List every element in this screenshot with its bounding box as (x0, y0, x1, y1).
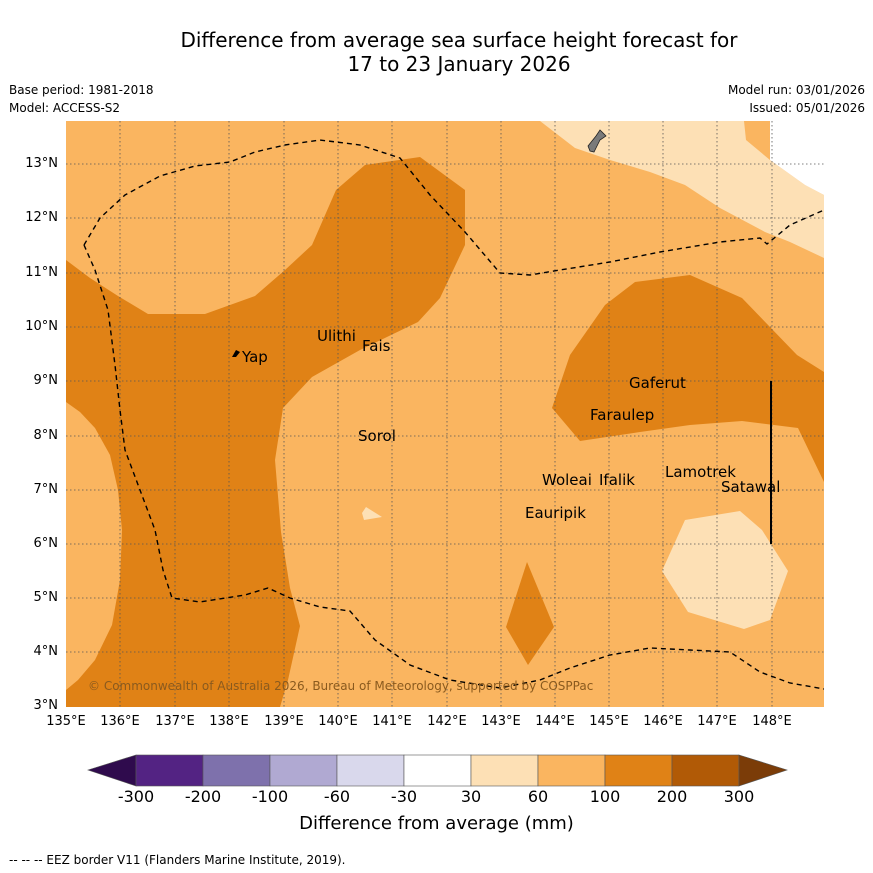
place-label-satawal: Satawal (721, 478, 781, 496)
colorbar-label-m100: -100 (251, 787, 289, 806)
lon-label-146e: 146°E (643, 714, 683, 729)
colorbar-label-m60: -60 (323, 787, 351, 806)
place-label-ifalik: Ifalik (599, 471, 635, 489)
colorbar-60-100 (537, 754, 606, 787)
lon-label-142e: 142°E (427, 714, 467, 729)
lon-label-145e: 145°E (589, 714, 629, 729)
title-line-2: 17 to 23 January 2026 (347, 52, 571, 76)
place-label-gaferut: Gaferut (629, 374, 686, 392)
contour-30-60-small-patch (362, 507, 382, 520)
colorbar-m200-m100 (202, 754, 271, 787)
base-period: Base period: 1981-2018 (9, 83, 154, 97)
lat-label-5n: 5°N (33, 590, 59, 605)
colorbar-label-m300: -300 (117, 787, 155, 806)
map-panel (66, 121, 824, 707)
colorbar-100-200 (604, 754, 673, 787)
colorbar-label-60: 60 (527, 787, 549, 806)
contour-100-200-east-blob (552, 275, 824, 482)
colorbar-label-100: 100 (589, 787, 621, 806)
place-label-faraulep: Faraulep (590, 406, 655, 424)
meta-right: Model run: 03/01/2026 Issued: 05/01/2026 (728, 81, 865, 117)
model-run: Model run: 03/01/2026 (727, 83, 865, 97)
colorbar-m60-m30 (336, 754, 405, 787)
place-label-lamotrek: Lamotrek (665, 463, 736, 481)
contour-near-zero-northeast (770, 121, 824, 195)
colorbar-label-m30: -30 (390, 787, 418, 806)
place-label-yap: Yap (242, 348, 268, 366)
lon-label-143e: 143°E (481, 714, 521, 729)
colorbar-title: Difference from average (mm) (299, 813, 574, 834)
lon-label-137e: 137°E (155, 714, 195, 729)
lat-label-13n: 13°N (25, 156, 58, 171)
lon-label-139e: 139°E (264, 714, 304, 729)
eez-border-line (83, 139, 824, 690)
yap-island (232, 350, 240, 357)
lon-label-136e: 136°E (100, 714, 140, 729)
lat-label-12n: 12°N (25, 210, 58, 225)
map-title: Difference from average sea surface heig… (0, 28, 873, 76)
issued-date: Issued: 05/01/2026 (749, 101, 865, 115)
lat-label-8n: 8°N (33, 428, 59, 443)
colorbar-m300-m200 (135, 754, 204, 787)
lon-label-141e: 141°E (372, 714, 412, 729)
colorbar-arrow-below-m300 (87, 754, 137, 787)
title-line-1: Difference from average sea surface heig… (180, 28, 738, 52)
place-label-fais: Fais (362, 337, 391, 355)
lon-label-148e: 148°E (752, 714, 792, 729)
guam-island (587, 129, 607, 153)
lon-label-135e: 135°E (46, 714, 86, 729)
colorbar-label-200: 200 (656, 787, 688, 806)
lat-label-4n: 4°N (33, 644, 59, 659)
colorbar-m30-30 (403, 754, 472, 787)
lon-label-140e: 140°E (318, 714, 358, 729)
lon-label-147e: 147°E (697, 714, 737, 729)
colorbar-m100-m60 (269, 754, 338, 787)
place-label-woleai: Woleai (542, 471, 592, 489)
place-label-eauripik: Eauripik (525, 504, 586, 522)
contour-30-60-east-patch (662, 511, 788, 629)
colorbar-30-60 (470, 754, 539, 787)
model-name: Model: ACCESS-S2 (9, 101, 121, 115)
place-label-sorol: Sorol (358, 427, 396, 445)
colorbar-200-300 (671, 754, 740, 787)
colorbar-label-m200: -200 (184, 787, 222, 806)
lat-label-3n: 3°N (33, 698, 59, 713)
place-label-ulithi: Ulithi (317, 327, 356, 345)
contour-30-60-northeast (540, 121, 824, 258)
colorbar-arrow-above-300 (738, 754, 788, 787)
contour-60-100-west-edge (66, 402, 122, 690)
contour-100-200-western-band (66, 157, 465, 707)
lat-label-10n: 10°N (25, 319, 58, 334)
colorbar (87, 754, 788, 787)
lat-label-7n: 7°N (33, 482, 59, 497)
colorbar-label-300: 300 (723, 787, 755, 806)
lon-label-144e: 144°E (535, 714, 575, 729)
lon-label-138e: 138°E (209, 714, 249, 729)
lat-label-9n: 9°N (33, 373, 59, 388)
lat-label-11n: 11°N (25, 265, 58, 280)
contour-100-200-south-patch (506, 562, 554, 665)
colorbar-label-30: 30 (460, 787, 482, 806)
copyright-notice: © Commonwealth of Australia 2026, Bureau… (88, 679, 594, 693)
lat-label-6n: 6°N (33, 536, 59, 551)
meta-left: Base period: 1981-2018 Model: ACCESS-S2 (9, 81, 154, 117)
eez-legend-note: -- -- -- EEZ border V11 (Flanders Marine… (9, 853, 346, 867)
